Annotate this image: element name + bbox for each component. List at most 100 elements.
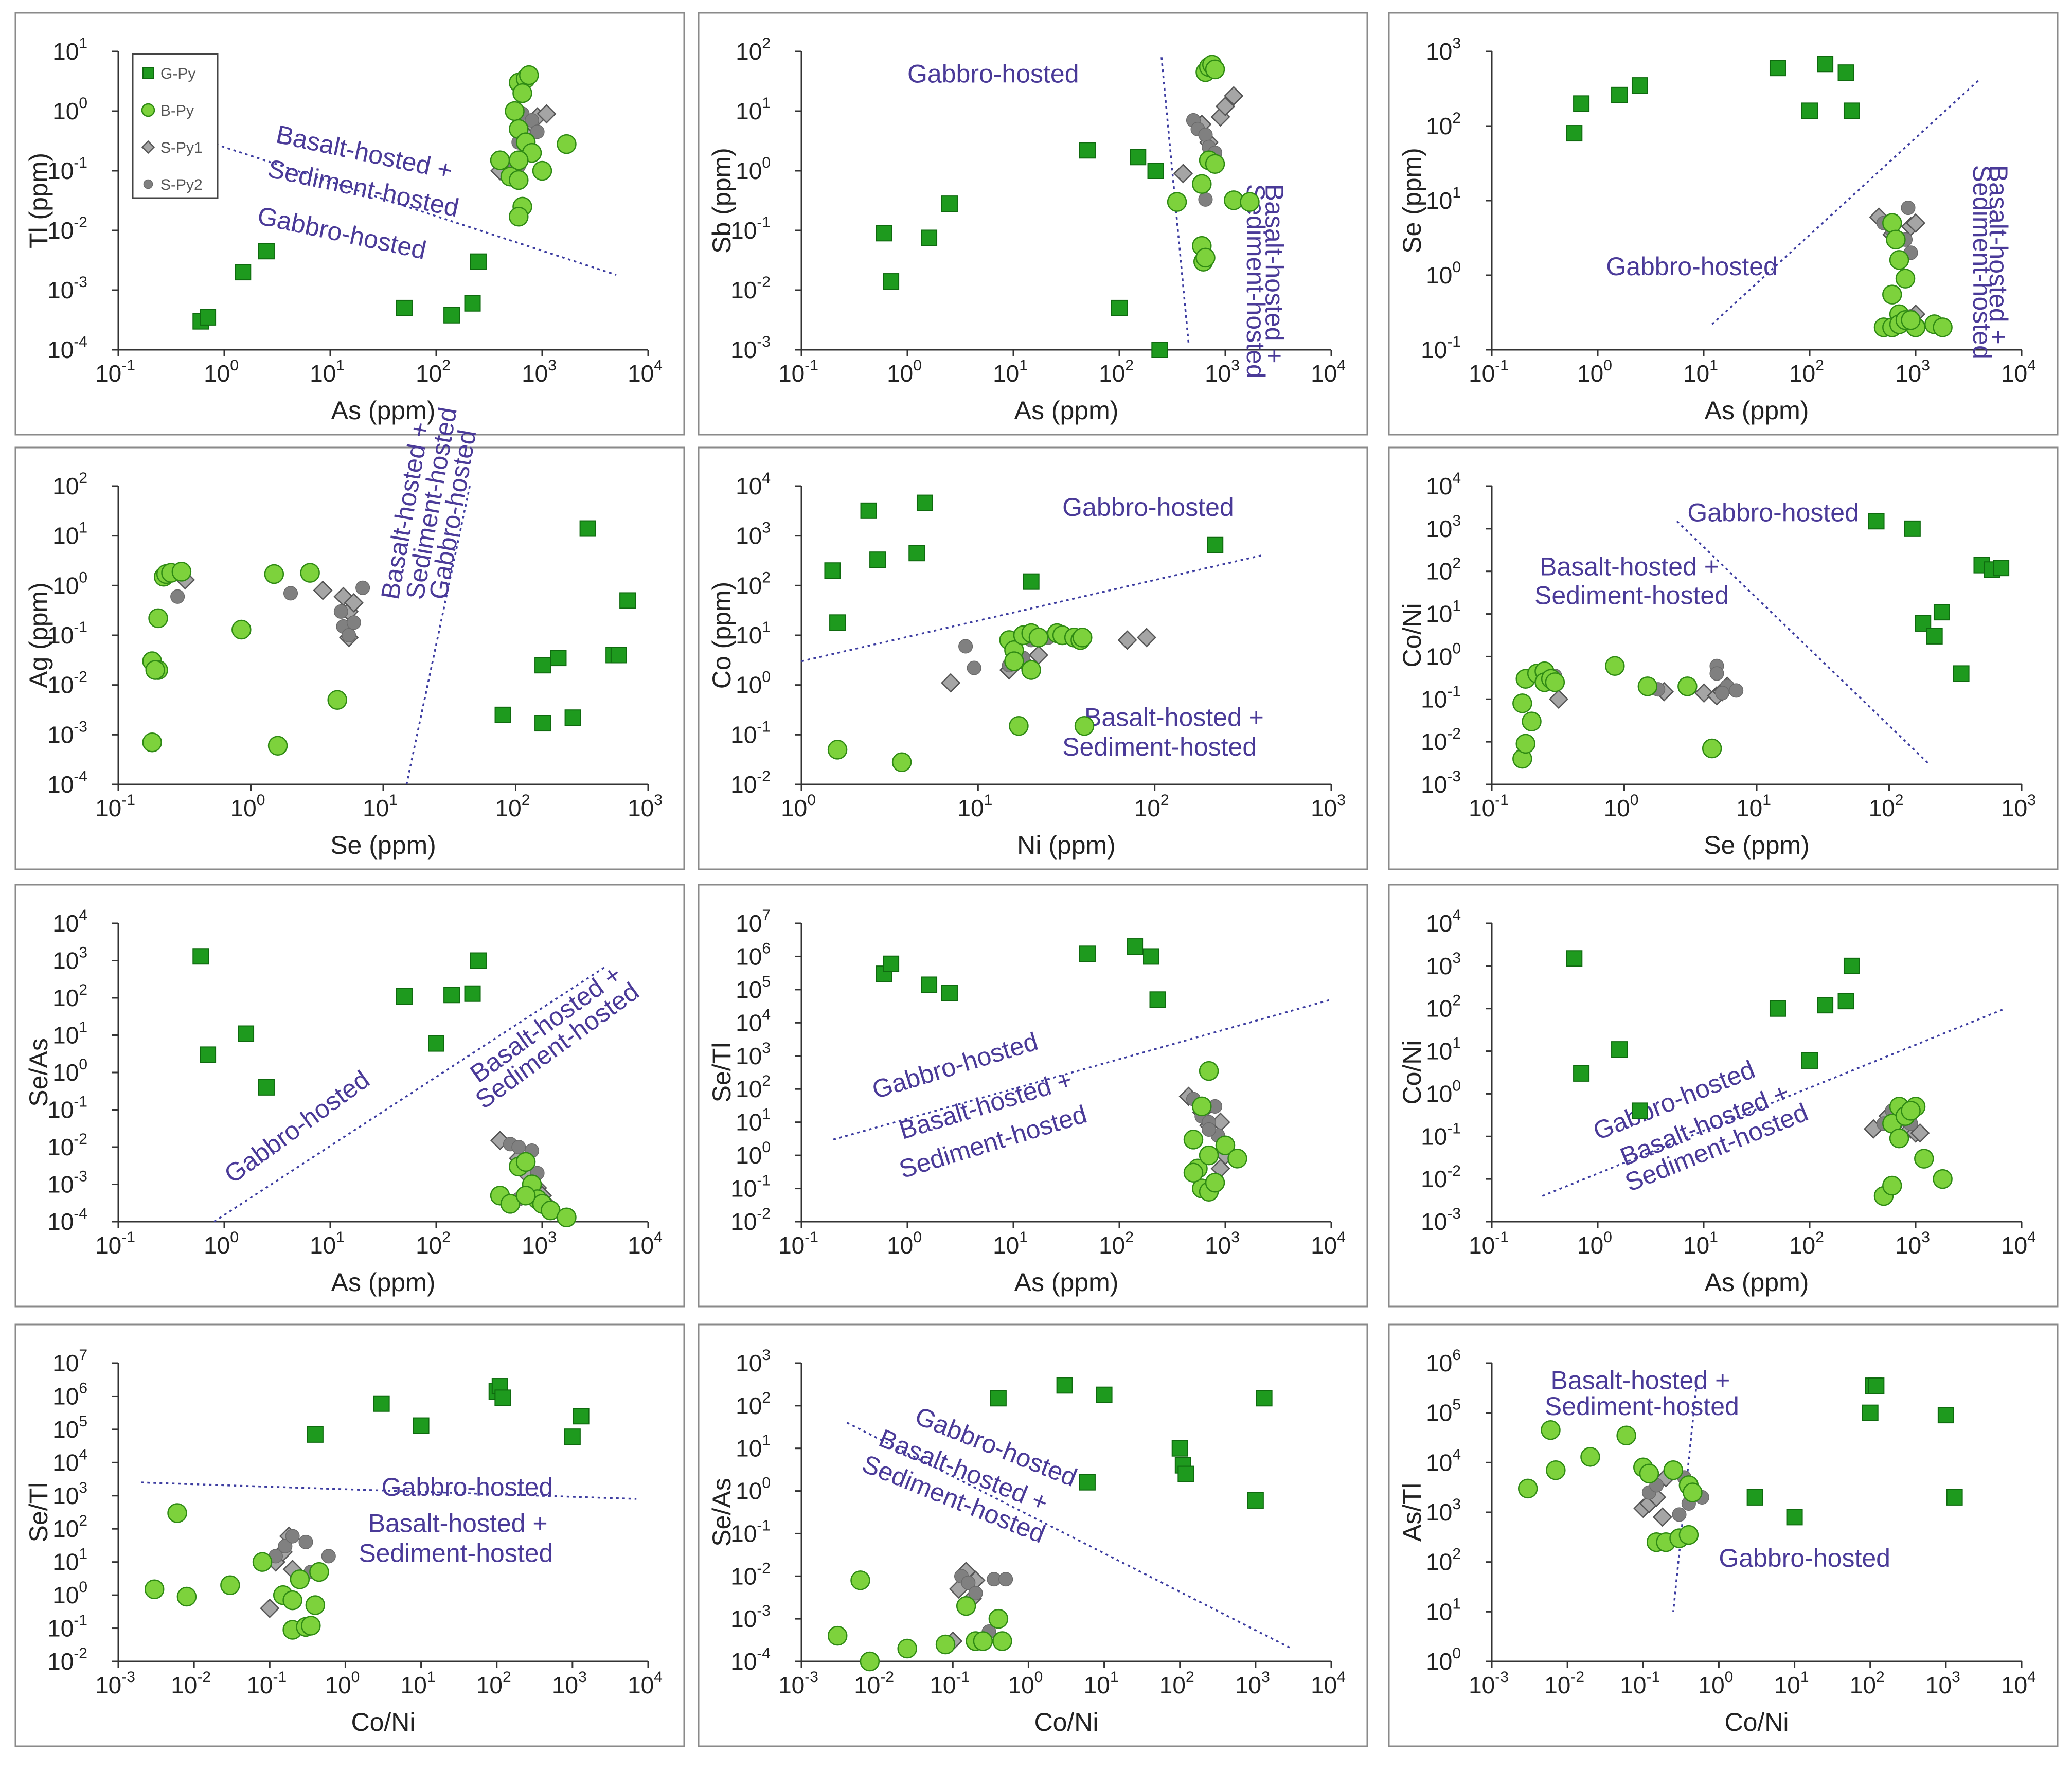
panel-frame bbox=[1388, 884, 2059, 1308]
diamond-marker-icon bbox=[141, 140, 155, 154]
data-point-b-py bbox=[327, 690, 347, 710]
data-point-s-py1 bbox=[313, 580, 333, 600]
circle-marker-icon bbox=[141, 103, 155, 117]
data-point-g-py bbox=[916, 494, 933, 511]
y-tick-label: 102 bbox=[736, 569, 771, 599]
data-point-b-py bbox=[897, 1638, 917, 1659]
y-tick-label: 101 bbox=[736, 1432, 771, 1462]
y-tick-label: 100 bbox=[52, 1579, 87, 1608]
data-point-g-py bbox=[534, 657, 551, 674]
data-point-b-py bbox=[1545, 672, 1565, 692]
data-point-s-py2 bbox=[355, 580, 370, 595]
region-label: Gabbro-hosted bbox=[1719, 1544, 1890, 1572]
data-point-g-py bbox=[1147, 163, 1164, 179]
data-point-b-py bbox=[282, 1590, 302, 1611]
data-point-g-py bbox=[258, 243, 275, 260]
x-axis-title: As (ppm) bbox=[1705, 396, 1809, 425]
data-point-b-py bbox=[1546, 1460, 1566, 1480]
data-point-g-py bbox=[908, 545, 925, 562]
data-point-g-py bbox=[883, 955, 900, 972]
data-point-b-py bbox=[1683, 1482, 1703, 1502]
y-tick-label: 100 bbox=[736, 1139, 771, 1169]
y-tick-label: 10-1 bbox=[47, 1612, 87, 1642]
x-axis-title: As (ppm) bbox=[331, 1268, 436, 1297]
data-point-s-py1 bbox=[537, 104, 557, 124]
x-tick-label: 10-1 bbox=[246, 1669, 287, 1698]
x-tick-label: 102 bbox=[476, 1669, 511, 1698]
data-point-s-py1 bbox=[1117, 630, 1137, 650]
data-point-b-py bbox=[1192, 1096, 1212, 1117]
y-tick-label: 103 bbox=[736, 1040, 771, 1069]
data-point-s-py2 bbox=[1709, 666, 1724, 681]
y-axis-title: Se/Tl bbox=[24, 1482, 53, 1543]
y-tick-label: 101 bbox=[52, 520, 87, 549]
y-tick-label: 10-2 bbox=[47, 214, 87, 244]
region-label: Sediment-hosted bbox=[1968, 165, 1996, 360]
y-tick-label: 103 bbox=[1426, 950, 1461, 979]
y-tick-label: 102 bbox=[736, 35, 771, 65]
chart-panel-seas-vs-coni: 10-3 10-2 10-1 100 101 102 103 10410-410-310-21… bbox=[698, 1323, 1368, 1747]
data-point-b-py bbox=[992, 1631, 1012, 1651]
x-axis-title: Co/Ni bbox=[1034, 1708, 1098, 1737]
data-point-b-py bbox=[1515, 734, 1535, 754]
x-tick-label: 103 bbox=[628, 792, 663, 821]
data-point-g-py bbox=[470, 253, 487, 270]
y-tick-label: 100 bbox=[52, 1056, 87, 1086]
data-point-g-py bbox=[1631, 1102, 1648, 1119]
y-tick-label: 10-3 bbox=[47, 718, 87, 748]
data-point-b-py bbox=[509, 170, 529, 190]
region-label: Gabbro-hosted bbox=[1687, 498, 1859, 527]
data-point-b-py bbox=[1073, 628, 1093, 648]
y-tick-label: 10-1 bbox=[47, 1094, 87, 1123]
x-tick-label: 104 bbox=[628, 1229, 663, 1259]
x-tick-label: 103 bbox=[1895, 1229, 1930, 1259]
square-marker-icon bbox=[142, 67, 154, 79]
y-tick-label: 100 bbox=[52, 95, 87, 124]
y-tick-label: 10-3 bbox=[1421, 1205, 1461, 1235]
data-point-g-py bbox=[1837, 993, 1854, 1010]
y-tick-label: 100 bbox=[1426, 1077, 1461, 1107]
y-tick-label: 10-2 bbox=[730, 274, 771, 303]
data-point-g-py bbox=[1096, 1386, 1113, 1403]
x-tick-label: 100 bbox=[1008, 1669, 1043, 1698]
y-tick-label: 100 bbox=[736, 1475, 771, 1505]
x-tick-label: 100 bbox=[1604, 792, 1639, 821]
x-tick-label: 101 bbox=[993, 357, 1028, 387]
x-tick-label: 101 bbox=[310, 357, 345, 387]
data-point-s-py1 bbox=[1173, 164, 1193, 184]
x-tick-label: 104 bbox=[2001, 1669, 2036, 1698]
x-tick-label: 101 bbox=[363, 792, 398, 821]
region-label: Basalt-hosted + bbox=[368, 1509, 548, 1537]
y-tick-label: 104 bbox=[52, 1446, 87, 1476]
y-tick-label: 100 bbox=[736, 669, 771, 699]
data-point-g-py bbox=[192, 948, 209, 965]
data-point-b-py bbox=[1882, 284, 1902, 305]
y-tick-label: 103 bbox=[52, 1479, 87, 1509]
data-point-g-py bbox=[1079, 142, 1096, 159]
data-point-s-py2 bbox=[170, 589, 185, 604]
y-axis-title: Se/Tl bbox=[707, 1043, 736, 1103]
data-point-g-py bbox=[1868, 513, 1885, 530]
x-tick-label: 102 bbox=[416, 1229, 451, 1259]
data-point-g-py bbox=[921, 229, 938, 246]
data-point-g-py bbox=[1127, 938, 1144, 955]
data-point-s-py2 bbox=[1198, 128, 1213, 142]
chart-panel-ag-vs-se: 10-1 100 101 102 103 10-4 10-3 10-2 10-1 100 101 10… bbox=[14, 405, 685, 870]
data-point-b-py bbox=[1183, 1162, 1204, 1183]
x-tick-label: 100 bbox=[204, 1229, 239, 1259]
field-boundary-line bbox=[1711, 79, 1980, 325]
x-tick-label: 104 bbox=[1311, 1229, 1346, 1259]
data-point-g-py bbox=[610, 647, 627, 664]
data-point-b-py bbox=[1901, 310, 1921, 330]
x-tick-label: 104 bbox=[1311, 1669, 1346, 1698]
panel-frame bbox=[14, 884, 685, 1308]
data-point-s-py2 bbox=[967, 660, 981, 675]
region-label: Basalt-hosted + bbox=[1550, 1366, 1730, 1395]
data-point-b-py bbox=[305, 1595, 326, 1615]
x-tick-label: 10-1 bbox=[1469, 1229, 1509, 1259]
data-point-b-py bbox=[300, 563, 320, 583]
data-point-b-py bbox=[1004, 651, 1024, 671]
panel-frame bbox=[698, 12, 1368, 436]
y-axis-title: Co (ppm) bbox=[707, 582, 736, 689]
x-tick-label: 10-1 bbox=[1469, 357, 1509, 387]
